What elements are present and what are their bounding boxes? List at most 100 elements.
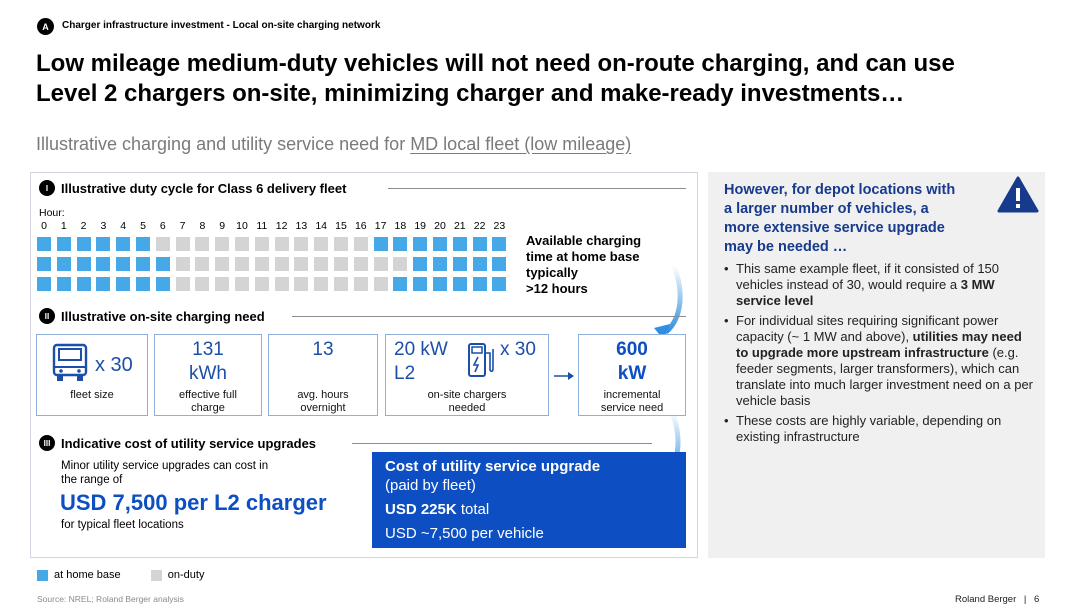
hours-caption-2: overnight (300, 402, 346, 414)
hour-cell-home (136, 257, 150, 271)
section1-title: Illustrative duty cycle for Class 6 deli… (61, 180, 347, 196)
hour-cell-duty (393, 257, 408, 271)
warning-icon (997, 176, 1039, 213)
hour-cell-duty (175, 237, 190, 251)
hour-tick: 0 (41, 220, 47, 232)
hour-cell-duty (334, 277, 348, 291)
hour-axis: 0 1 2 3 4 5 6 7 8 9 10 11 12 13 14 15 16 17 18 19 20 21 22 23 (34, 220, 514, 234)
hour-cell-duty (254, 257, 269, 271)
hour-cell-home (76, 257, 91, 271)
hour-tick: 8 (199, 220, 206, 232)
hour-cell-home (452, 237, 467, 251)
hour-cell-home (155, 277, 170, 291)
hour-tick: 23 (493, 220, 506, 232)
hour-cell-duty (195, 237, 210, 251)
right-panel: However, for depot locations with a larg… (708, 172, 1045, 558)
service-caption-2: service need (600, 402, 664, 414)
section2-rule (292, 316, 686, 317)
hour-cell-duty (353, 237, 368, 251)
hour-cell-duty (215, 237, 230, 251)
hour-cell-home (136, 237, 150, 251)
hour-cell-home (492, 237, 507, 251)
cost-intro: Minor utility service upgrades can cost … (61, 459, 268, 487)
hour-tick: 22 (473, 220, 486, 232)
legend: at home base on-duty (37, 569, 204, 581)
footer-separator: | (1023, 594, 1027, 605)
hour-cell-home (452, 257, 467, 271)
hour-cell-duty (215, 257, 230, 271)
hour-cell-home (56, 257, 71, 271)
hour-cell-duty (294, 257, 309, 271)
hour-cell-home (413, 277, 428, 291)
hour-cell-home (373, 237, 388, 251)
hour-cell-duty (334, 237, 348, 251)
cost-per-charger: USD 7,500 per L2 charger (60, 490, 327, 515)
left-panel (30, 172, 698, 558)
hour-cell-duty (314, 237, 329, 251)
hour-cell-duty (294, 277, 309, 291)
hour-tick: 7 (179, 220, 186, 232)
section-badge: A (37, 18, 54, 35)
hour-tick: 14 (315, 220, 328, 232)
hour-cell-duty (254, 237, 269, 251)
fleet-size-box: x 30 fleet size (36, 334, 148, 416)
cost-box-per-vehicle: USD ~7,500 per vehicle (385, 525, 544, 542)
hour-cell-duty (373, 277, 388, 291)
hour-tick: 11 (256, 220, 268, 232)
bullet-2: For individual sites requiring significa… (724, 313, 1034, 409)
charger-multiplier: x 30 (500, 339, 536, 360)
energy-caption-2: charge (191, 402, 225, 414)
hour-tick: 17 (374, 220, 387, 232)
section-tag-label: Charger infrastructure investment - Loca… (62, 20, 381, 31)
service-need-box: 600 kW incremental service need (578, 334, 686, 416)
duty-cycle-grid (37, 237, 517, 295)
hour-tick: 3 (100, 220, 107, 232)
hour-cell-home (433, 237, 447, 251)
legend-home-swatch (37, 569, 48, 581)
hour-cell-duty (215, 277, 230, 291)
bullet-1: This same example fleet, if it consisted… (724, 261, 1034, 309)
page-title-line1: Low mileage medium-duty vehicles will no… (36, 50, 955, 77)
cost-intro-line1: Minor utility service upgrades can cost … (61, 460, 269, 472)
hour-cell-home (56, 237, 71, 251)
hour-cell-duty (373, 257, 388, 271)
section2-numeral: II (39, 308, 55, 324)
charger-level: L2 (394, 363, 416, 384)
service-unit: kW (617, 363, 647, 384)
cost-footnote: for typical fleet locations (61, 519, 184, 531)
hour-cell-home (492, 257, 507, 271)
hour-cell-duty (175, 277, 190, 291)
hour-cell-duty (274, 277, 289, 291)
cost-total-amount: USD 225K (385, 501, 457, 518)
callout-line4: >12 hours (526, 281, 588, 296)
hour-cell-home (413, 257, 428, 271)
arrow-upper (664, 265, 683, 334)
hour-cell-home (492, 277, 507, 291)
hours-box: 13 avg. hours overnight (268, 334, 378, 416)
hour-tick: 15 (335, 220, 347, 232)
hour-cell-home (76, 277, 91, 291)
arrow-right-icon (554, 372, 574, 380)
energy-box: 131 kWh effective full charge (154, 334, 262, 416)
hour-cell-home (96, 277, 111, 291)
hour-tick: 5 (140, 220, 146, 232)
hour-tick: 19 (414, 220, 427, 232)
page-number: 6 (1034, 594, 1040, 605)
hour-cell-duty (314, 257, 329, 271)
hour-tick: 16 (354, 220, 367, 232)
right-panel-bullets: This same example fleet, if it consisted… (724, 261, 1034, 449)
hour-cell-duty (314, 277, 329, 291)
truck-icon (52, 343, 88, 381)
charging-time-callout: Available charging time at home base typ… (526, 233, 641, 297)
hour-cell-home (37, 257, 51, 271)
hour-cell-home (452, 277, 467, 291)
hour-cell-home (433, 257, 447, 271)
hour-tick: 13 (295, 220, 308, 232)
footer-brand-block: Roland Berger | 6 (955, 594, 1039, 605)
source-note: Source: NREL; Roland Berger analysis (37, 594, 184, 604)
hour-cell-home (413, 237, 428, 251)
hour-cell-home (96, 237, 111, 251)
heading-line1: However, for depot locations with (724, 182, 956, 198)
section3-numeral: III (39, 435, 55, 451)
hour-cell-duty (274, 257, 289, 271)
